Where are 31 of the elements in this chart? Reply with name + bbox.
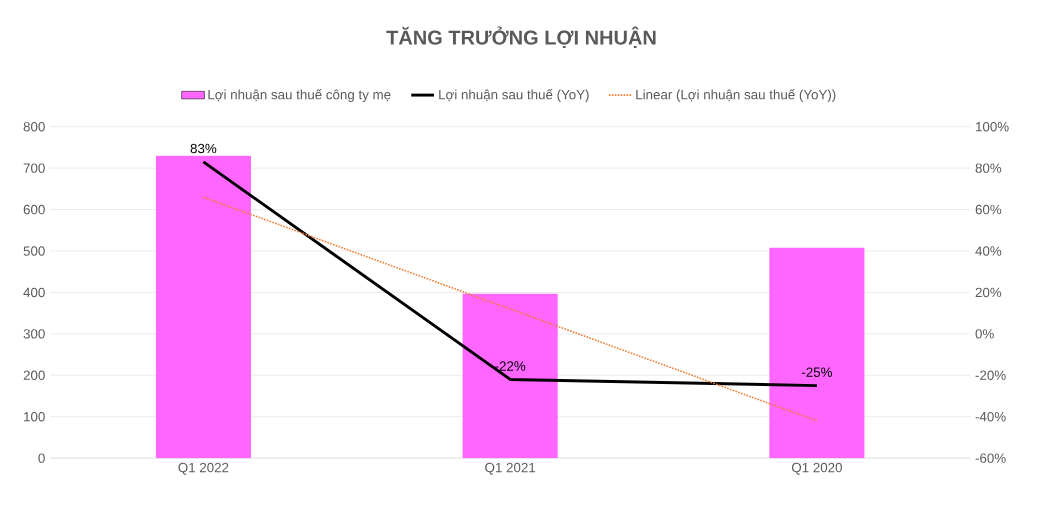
data-label: -25%: [801, 367, 833, 377]
y2-tick-label: 60%: [975, 204, 1002, 215]
y-tick-label: 600: [23, 204, 45, 215]
y2-tick-label: -40%: [975, 411, 1006, 422]
bar: [155, 155, 251, 459]
x-tick-label: Q1 2020: [791, 462, 842, 475]
data-label: -22%: [495, 361, 526, 371]
y2-tick-label: -20%: [975, 370, 1006, 380]
legend-label: Lợi nhuận sau thuế công ty mẹ: [208, 88, 391, 102]
y-tick-label: 0: [38, 453, 45, 463]
y-tick-label: 300: [23, 329, 45, 339]
y2-tick-label: 80%: [975, 163, 1002, 173]
x-tick-label: Q1 2022: [178, 462, 229, 475]
chart-title: TĂNG TRƯỞNG LỢI NHUẬN: [386, 26, 656, 49]
y-tick-label: 100: [24, 411, 45, 422]
bar: [769, 247, 865, 459]
y-tick-label: 700: [23, 163, 45, 173]
legend-label: Linear (Lợi nhuận sau thuế (YoY)): [636, 88, 836, 102]
y2-tick-label: 40%: [975, 246, 1002, 256]
y2-tick-label: -60%: [975, 453, 1006, 463]
y2-tick-label: 20%: [975, 287, 1002, 298]
y-tick-label: 800: [23, 121, 45, 132]
y-tick-label: 200: [23, 370, 45, 380]
y-tick-label: 500: [23, 246, 45, 256]
y-tick-label: 400: [23, 287, 45, 298]
data-label: 83%: [190, 143, 217, 154]
bar: [462, 293, 558, 459]
x-tick-label: Q1 2021: [485, 462, 536, 475]
y2-tick-label: 100%: [976, 121, 1009, 132]
legend-label: Lợi nhuận sau thuế (YoY): [439, 88, 589, 102]
y2-tick-label: 0%: [975, 329, 994, 339]
